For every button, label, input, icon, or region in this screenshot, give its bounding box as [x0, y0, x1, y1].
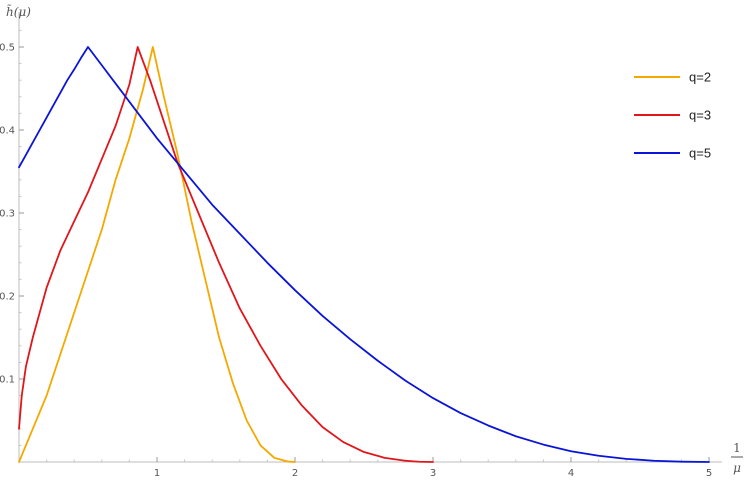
x-axis-title-denominator: μ: [733, 461, 741, 475]
x-axis: 1 2 3 4 5 1 μ: [19, 441, 743, 479]
x-axis-tick-labels: 1 2 3 4 5: [154, 468, 712, 479]
y-tick-label: 0.4: [0, 126, 15, 137]
series-line-q-2: [18, 46, 296, 463]
y-axis-major-ticks: [19, 46, 24, 380]
series-line-q-3: [18, 46, 434, 463]
y-tick-label: 0.1: [0, 375, 15, 386]
x-tick-label: 4: [568, 468, 574, 479]
legend-label: q=3: [689, 108, 711, 123]
x-tick-label: 1: [154, 468, 160, 479]
x-tick-label: 2: [292, 468, 298, 479]
x-axis-title-numerator: 1: [733, 441, 741, 455]
y-tick-label: 0.5: [0, 43, 15, 54]
y-axis: 0.1 0.2 0.3 0.4 0.5 h̃(μ): [0, 3, 31, 462]
legend-item: q=5: [634, 146, 711, 161]
x-axis-title: 1 μ: [731, 441, 743, 475]
y-axis-title: h̃(μ): [6, 3, 31, 19]
legend-label: q=2: [689, 70, 711, 85]
y-tick-label: 0.2: [0, 292, 15, 303]
y-tick-label: 0.3: [0, 209, 15, 220]
legend: q=2 q=3 q=5: [634, 70, 711, 161]
x-tick-label: 3: [430, 468, 436, 479]
legend-label: q=5: [689, 146, 711, 161]
legend-item: q=3: [634, 108, 711, 123]
series-line-q-5: [18, 46, 710, 463]
y-axis-tick-labels: 0.1 0.2 0.3 0.4 0.5: [0, 43, 15, 386]
legend-item: q=2: [634, 70, 711, 85]
y-axis-minor-ticks: [19, 13, 22, 446]
series-layer: [18, 46, 710, 463]
x-tick-label: 5: [706, 468, 712, 479]
